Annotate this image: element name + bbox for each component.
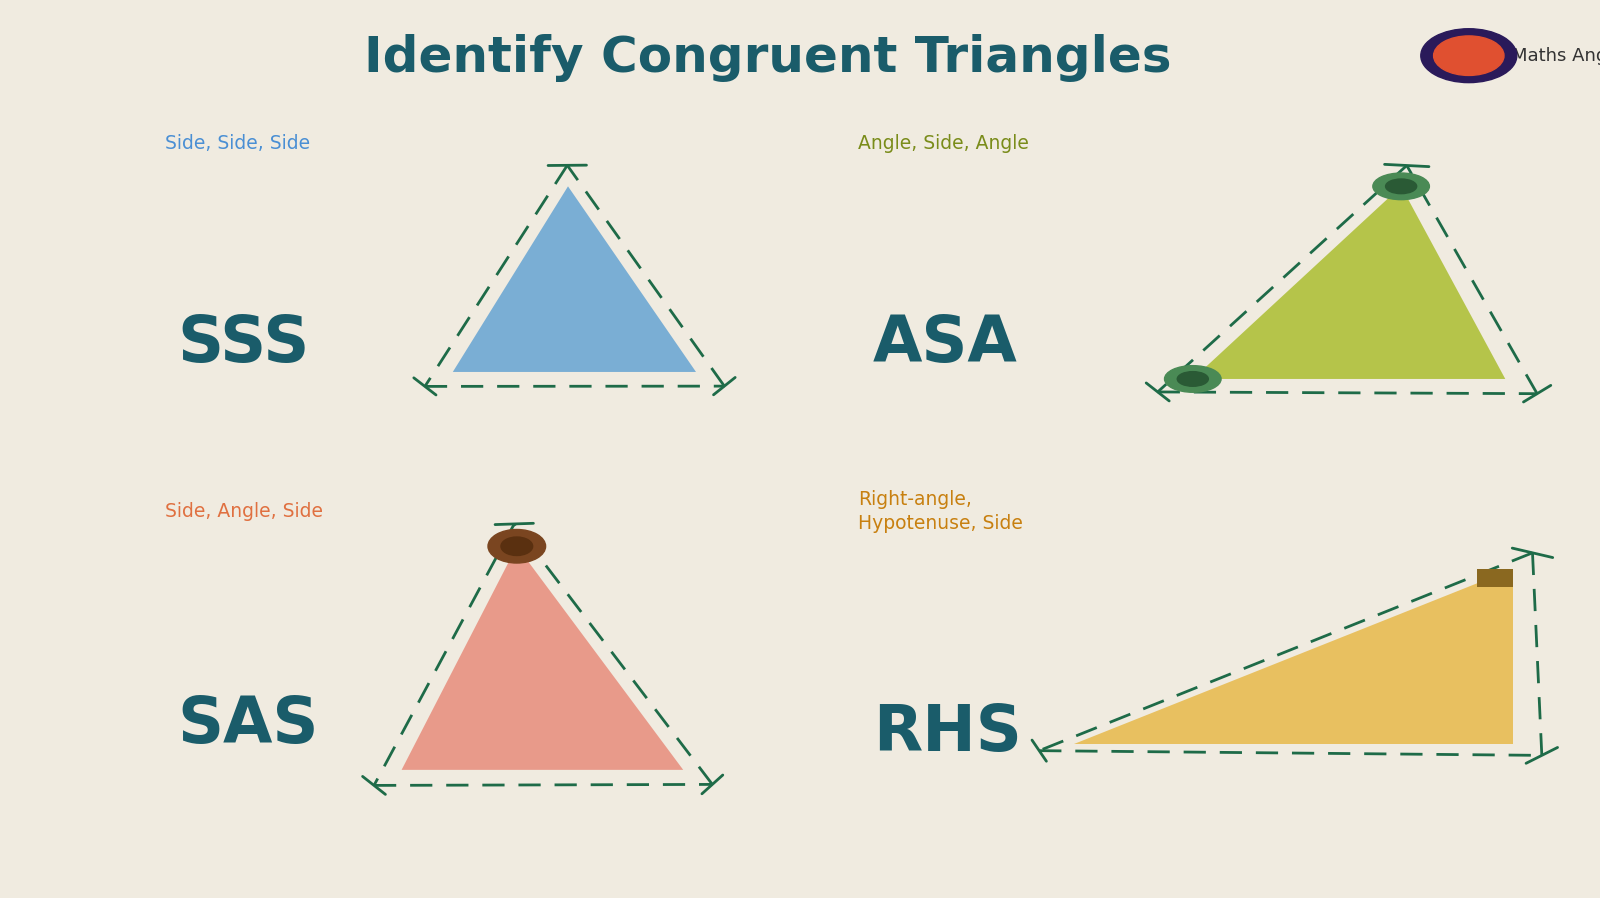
- Circle shape: [488, 530, 546, 563]
- Circle shape: [1373, 173, 1429, 199]
- Polygon shape: [1074, 568, 1512, 744]
- Polygon shape: [402, 546, 683, 770]
- Polygon shape: [1192, 187, 1506, 379]
- Text: Angle, Side, Angle: Angle, Side, Angle: [858, 134, 1029, 153]
- Circle shape: [1386, 179, 1416, 194]
- Bar: [1477, 568, 1512, 586]
- Circle shape: [501, 537, 533, 556]
- Text: Side, Side, Side: Side, Side, Side: [165, 134, 310, 153]
- Circle shape: [1434, 36, 1504, 75]
- Text: RHS: RHS: [874, 701, 1022, 763]
- Text: ASA: ASA: [874, 313, 1018, 375]
- Text: Identify Congruent Triangles: Identify Congruent Triangles: [365, 34, 1171, 83]
- Text: Side, Angle, Side: Side, Angle, Side: [165, 501, 323, 521]
- Circle shape: [1178, 372, 1208, 386]
- Circle shape: [1421, 29, 1517, 83]
- Text: Maths Angel: Maths Angel: [1512, 47, 1600, 65]
- Polygon shape: [453, 187, 696, 372]
- Text: SAS: SAS: [178, 694, 318, 756]
- Text: SSS: SSS: [178, 313, 310, 375]
- Text: Right-angle,
Hypotenuse, Side: Right-angle, Hypotenuse, Side: [858, 490, 1022, 533]
- Circle shape: [1165, 365, 1221, 392]
